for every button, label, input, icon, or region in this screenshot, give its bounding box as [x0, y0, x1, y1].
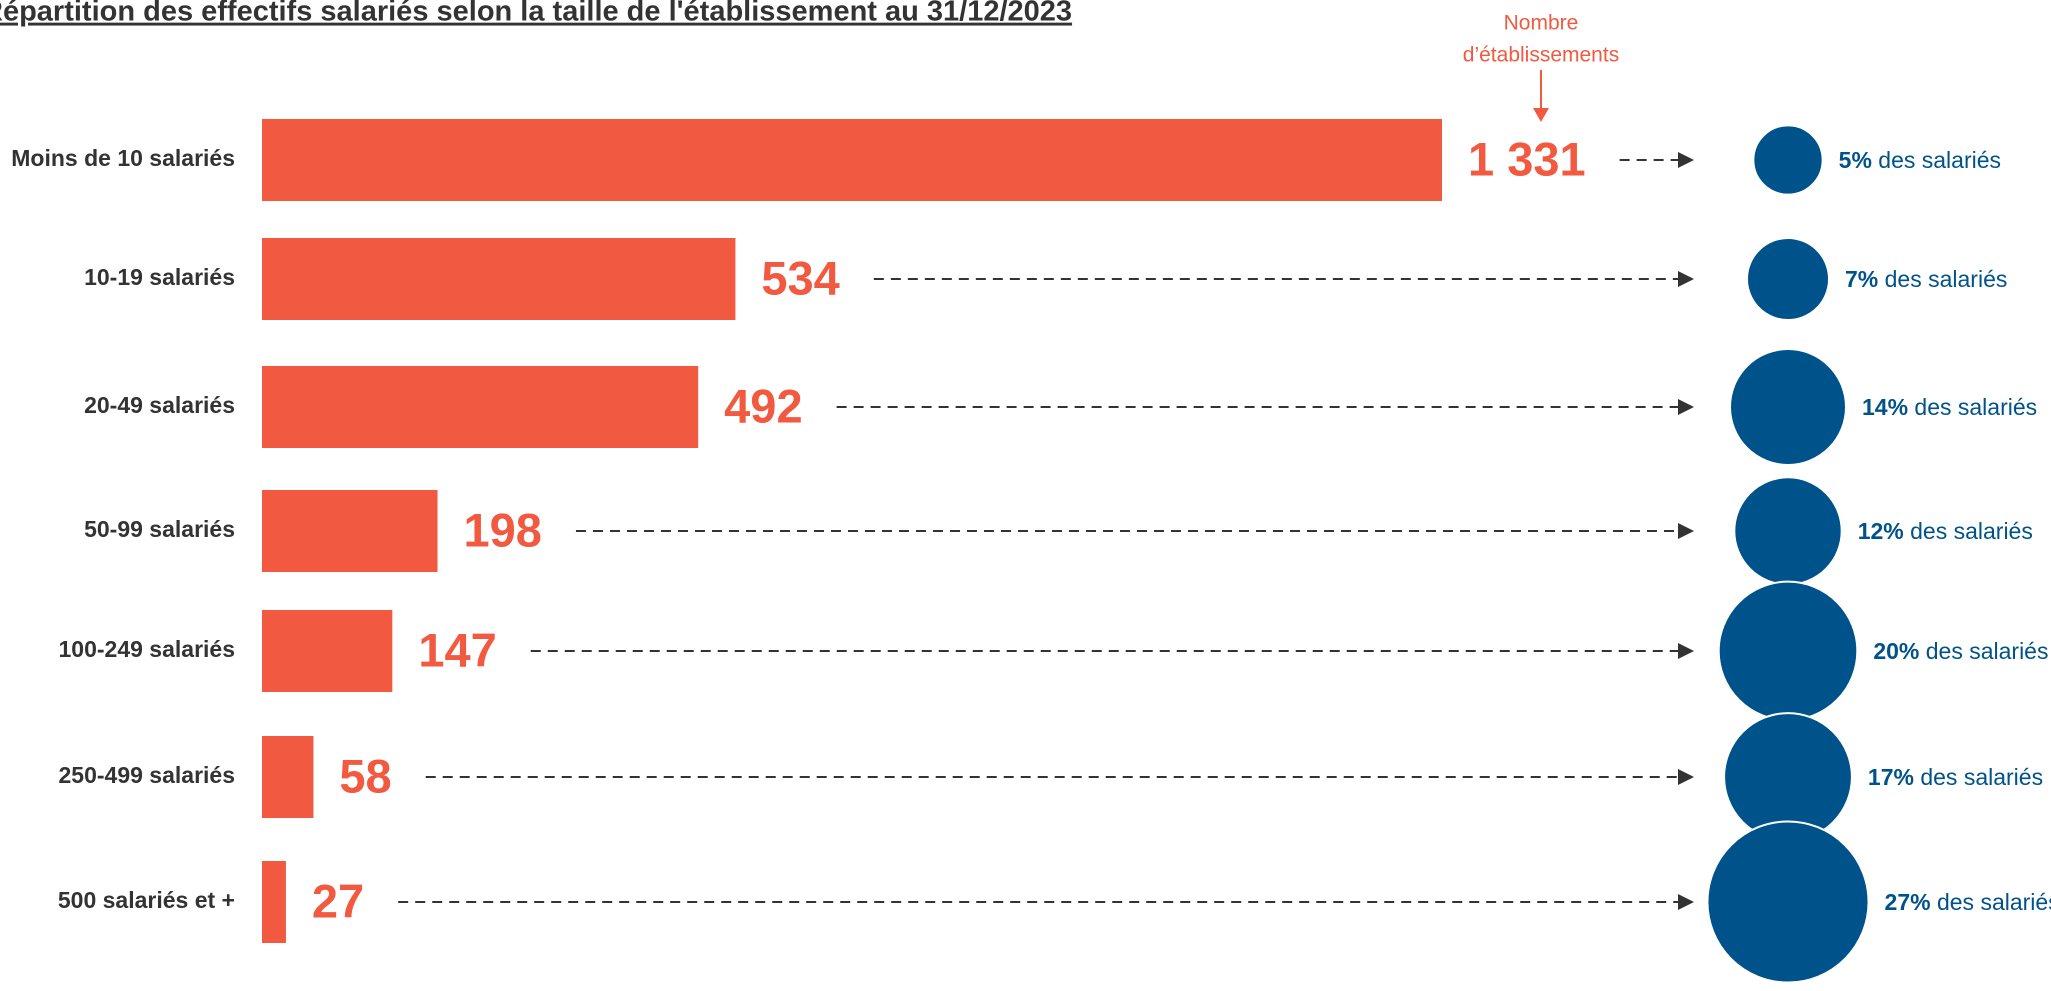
bubble-percent: 12%: [1858, 518, 1904, 544]
connector-arrowhead: [1678, 399, 1694, 415]
bubble-label: 12% des salariés: [1858, 518, 2033, 544]
connector-arrowhead: [1678, 271, 1694, 287]
value-label: 27: [312, 874, 364, 927]
bubble: [1706, 820, 1870, 984]
bubble: [1717, 580, 1859, 722]
value-label: 492: [724, 379, 802, 432]
bubble-suffix: des salariés: [1914, 394, 2037, 420]
value-label: 534: [761, 251, 839, 304]
category-label: 10-19 salariés: [84, 264, 235, 290]
bubble-suffix: des salariés: [1926, 638, 2049, 664]
bar: [262, 736, 314, 818]
bubble-percent: 14%: [1862, 394, 1908, 420]
bubble: [1729, 348, 1847, 466]
bar: [262, 366, 699, 448]
value-label: 1 331: [1468, 132, 1586, 185]
bubble-suffix: des salariés: [1937, 889, 2051, 915]
category-label: 20-49 salariés: [84, 392, 235, 418]
annotation: Nombre: [1504, 12, 1579, 35]
category-label: 500 salariés et +: [58, 887, 235, 913]
bar: [262, 861, 286, 943]
category-label: Moins de 10 salariés: [11, 145, 235, 171]
category-label: 50-99 salariés: [84, 516, 235, 542]
bubble-label: 5% des salariés: [1839, 147, 2001, 173]
category-label: 100-249 salariés: [59, 636, 236, 662]
bubble-suffix: des salariés: [1885, 266, 2008, 292]
value-label: 147: [418, 623, 496, 676]
bar: [262, 490, 438, 572]
bubble-label: 14% des salariés: [1862, 394, 2037, 420]
connector-arrowhead: [1678, 894, 1694, 910]
bubble-label: 17% des salariés: [1868, 764, 2043, 790]
bubble-label: 27% des salariés: [1885, 889, 2051, 915]
bubble-suffix: des salariés: [1910, 518, 2033, 544]
annotation: d’établissements: [1463, 44, 1619, 67]
bar: [262, 610, 393, 692]
bubble-label: 20% des salariés: [1873, 638, 2048, 664]
connector-arrowhead: [1678, 523, 1694, 539]
bubble-percent: 27%: [1885, 889, 1931, 915]
annotation-arrowhead: [1533, 108, 1549, 122]
chart-title: Répartition des effectifs salariés selon…: [0, 0, 1072, 28]
value-label: 198: [464, 503, 542, 556]
connector-arrowhead: [1678, 769, 1694, 785]
connector-arrowhead: [1678, 643, 1694, 659]
bubble: [1752, 124, 1824, 196]
value-label: 58: [339, 749, 391, 802]
bar: [262, 238, 736, 320]
bar: [262, 119, 1442, 201]
bubble-suffix: des salariés: [1878, 147, 2001, 173]
bubble: [1733, 476, 1843, 586]
category-label: 250-499 salariés: [59, 762, 236, 788]
bubble-percent: 5%: [1839, 147, 1872, 173]
bubble-percent: 7%: [1845, 266, 1878, 292]
bubble: [1745, 236, 1831, 322]
connector-arrowhead: [1678, 152, 1694, 168]
bubble-percent: 20%: [1873, 638, 1919, 664]
bubble-label: 7% des salariés: [1845, 266, 2007, 292]
bubble-suffix: des salariés: [1920, 764, 2043, 790]
bubble-percent: 17%: [1868, 764, 1914, 790]
